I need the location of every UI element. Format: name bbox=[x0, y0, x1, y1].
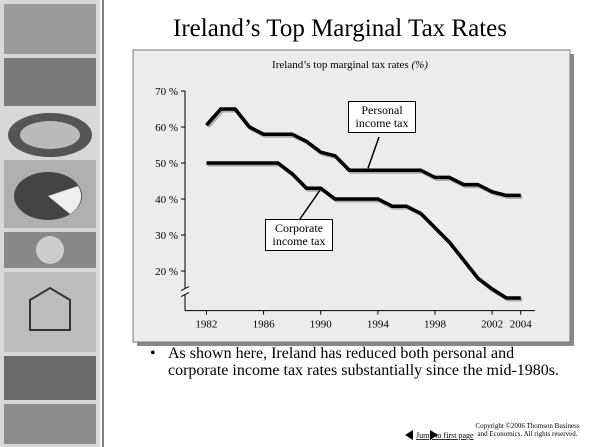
chart-title-unit: (%) bbox=[411, 59, 428, 71]
series-label: Personal income tax bbox=[348, 101, 416, 133]
x-tick-label: 2004 bbox=[510, 319, 533, 331]
y-tick-label: 30 % bbox=[155, 230, 178, 242]
slide: Ireland’s Top Marginal Tax Rates Ireland… bbox=[0, 0, 591, 447]
x-tick-label: 1998 bbox=[424, 319, 447, 331]
bullet-text: As shown here, Ireland has reduced both … bbox=[168, 345, 568, 379]
x-tick-label: 1982 bbox=[195, 319, 217, 331]
bullet-dot: • bbox=[150, 345, 156, 362]
y-tick-label: 70 % bbox=[155, 86, 178, 98]
chart-title: Ireland’s top marginal tax rates (%) bbox=[272, 59, 428, 71]
x-tick-label: 2002 bbox=[481, 319, 503, 331]
series-label: Corporate income tax bbox=[265, 219, 333, 251]
image-strip bbox=[0, 0, 100, 447]
y-tick-label: 60 % bbox=[155, 122, 178, 134]
jump-link[interactable]: Jump to first page bbox=[416, 431, 474, 440]
y-tick-label: 40 % bbox=[155, 194, 178, 206]
x-tick-label: 1990 bbox=[310, 319, 333, 331]
y-tick-label: 50 % bbox=[155, 158, 178, 170]
chart-title-text: Ireland’s top marginal tax rates bbox=[272, 59, 409, 71]
y-tick-label: 20 % bbox=[155, 266, 178, 278]
x-tick-label: 1986 bbox=[253, 319, 276, 331]
copyright: Copyright ©2006 Thomson Business and Eco… bbox=[470, 422, 585, 438]
slide-title: Ireland’s Top Marginal Tax Rates bbox=[173, 15, 507, 42]
x-tick-label: 1994 bbox=[367, 319, 390, 331]
